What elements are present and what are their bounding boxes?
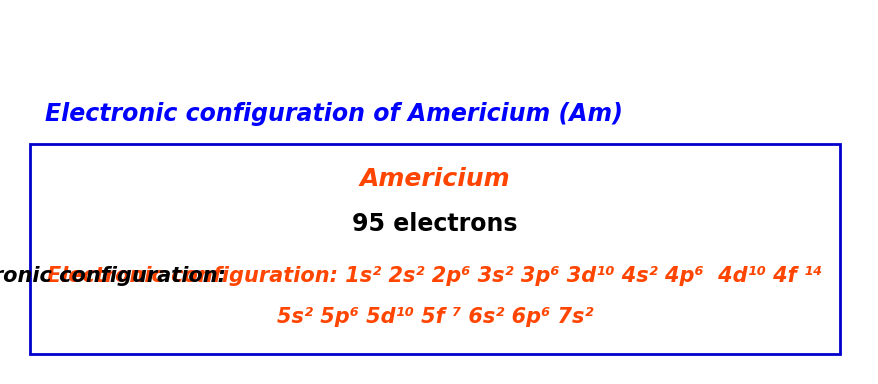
Bar	[30, 144, 839, 354]
Text: 95 electrons: 95 electrons	[352, 212, 517, 236]
Text: Electronic configuration:: Electronic configuration:	[0, 266, 233, 286]
Text: 5s² 5p⁶ 5d¹⁰ 5f ⁷ 6s² 6p⁶ 7s²: 5s² 5p⁶ 5d¹⁰ 5f ⁷ 6s² 6p⁶ 7s²	[277, 307, 593, 327]
Text: Americium: Americium	[359, 167, 510, 191]
Text: Electronic configuration: 1s² 2s² 2p⁶ 3s² 3p⁶ 3d¹⁰ 4s² 4p⁶  4d¹⁰ 4f ¹⁴: Electronic configuration: 1s² 2s² 2p⁶ 3s…	[47, 266, 822, 286]
Text: Electronic configuration of Americium (Am): Electronic configuration of Americium (A…	[45, 102, 623, 126]
